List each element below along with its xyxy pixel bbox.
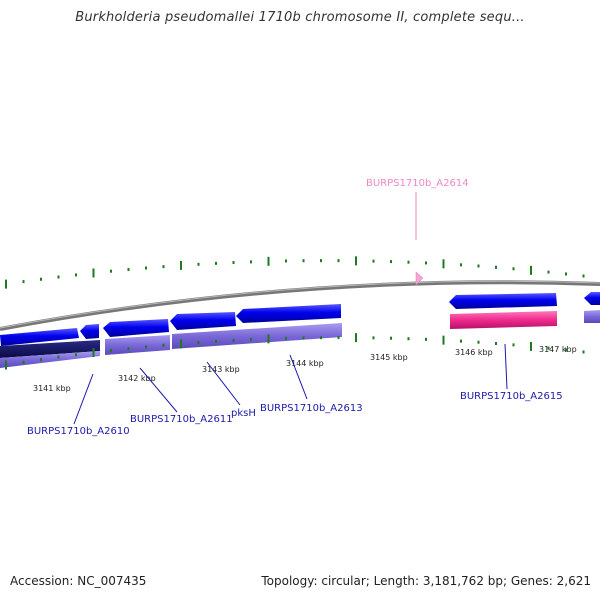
tick-minor (22, 360, 25, 364)
leader-line (73, 373, 94, 425)
tick-minor (232, 261, 235, 265)
axis-label: 3145 kbp (370, 353, 408, 362)
tick-minor (302, 336, 305, 340)
tick-minor (512, 267, 515, 271)
tick-minor (110, 269, 112, 273)
tick-minor (477, 264, 480, 268)
gene-arrow[interactable] (449, 293, 557, 309)
tick-minor (40, 277, 42, 281)
gene-label[interactable]: BURPS1710b_A2611 (130, 414, 233, 425)
cds-bar[interactable] (0, 340, 100, 358)
axis-label: 3142 kbp (118, 374, 156, 383)
cds-bar[interactable] (584, 310, 600, 323)
tick-minor (302, 259, 305, 263)
label-leaders (73, 192, 508, 425)
tick-minor (390, 336, 392, 340)
tick-minor (57, 355, 60, 359)
gene-arrow[interactable] (170, 312, 236, 330)
tick-minor (337, 259, 340, 263)
tick-minor (145, 266, 147, 270)
tick-minor (565, 272, 567, 276)
tick-minor (547, 346, 550, 350)
tick-minor (197, 341, 200, 345)
tick-minor (407, 337, 410, 341)
forward-gene-track (0, 292, 600, 346)
axis-label: 3147 kbp (539, 345, 577, 354)
tick-minor (75, 353, 77, 357)
tick-minor (197, 262, 200, 266)
gene-label[interactable]: BURPS1710b_A2614 (366, 178, 469, 189)
axis-label: 3144 kbp (286, 359, 324, 368)
gene-arrow[interactable] (0, 328, 79, 346)
tick-minor (22, 280, 25, 284)
axis-label: 3143 kbp (202, 365, 240, 374)
gene-marker-triangle[interactable] (415, 271, 424, 286)
tick-minor (110, 349, 112, 353)
gene-arrow[interactable] (584, 292, 600, 305)
chromosome-backbone (0, 280, 600, 331)
cds-bar[interactable] (105, 335, 170, 355)
leader-line (504, 343, 508, 390)
tick-minor (390, 260, 392, 264)
topology-info: Topology: circular; Length: 3,181,762 bp… (261, 574, 591, 588)
tick-minor (512, 343, 515, 347)
accession-text: Accession: NC_007435 (10, 574, 147, 588)
tick-minor (372, 259, 375, 263)
leader-line (206, 361, 241, 406)
tick-minor (460, 263, 462, 267)
gene-label[interactable]: BURPS1710b_A2615 (460, 391, 563, 402)
gene-label[interactable]: BURPS1710b_A2613 (260, 403, 363, 414)
tick-minor (547, 270, 550, 274)
tick-minor (565, 348, 567, 352)
tick-minor (425, 261, 427, 265)
tick-minor (127, 347, 130, 351)
tick-minor (232, 338, 235, 342)
gene-label[interactable]: pksH (231, 408, 256, 419)
highlighted-gene-bar[interactable] (450, 311, 557, 329)
tick-minor (250, 260, 252, 264)
cds-track (0, 310, 600, 368)
tick-minor (285, 336, 287, 340)
tick-minor (127, 268, 130, 272)
tick-minor (495, 265, 497, 269)
tick-minor (75, 273, 77, 277)
tick-minor (162, 265, 165, 269)
tick-minor (582, 274, 585, 278)
tick-minor (460, 339, 462, 343)
map-title: Burkholderia pseudomallei 1710b chromoso… (75, 10, 525, 25)
outer-tick-ring (5, 256, 585, 289)
chromosome-backbone-highlight (0, 280, 600, 329)
tick-minor (495, 341, 497, 345)
axis-label: 3146 kbp (455, 348, 493, 357)
tick-minor (425, 337, 427, 341)
gene-label[interactable]: BURPS1710b_A2610 (27, 426, 130, 437)
tick-minor (320, 259, 322, 263)
axis-label: 3141 kbp (33, 384, 71, 393)
tick-minor (372, 336, 375, 340)
inner-tick-ring (5, 333, 585, 370)
tick-minor (337, 336, 340, 340)
tick-minor (250, 338, 252, 342)
tick-minor (477, 340, 480, 344)
leader-line (289, 354, 308, 400)
tick-minor (215, 261, 217, 265)
tick-minor (320, 336, 322, 340)
gene-arrow[interactable] (80, 324, 99, 339)
tick-minor (57, 275, 60, 279)
tick-minor (40, 358, 42, 362)
leader-line (139, 367, 178, 413)
tick-minor (145, 345, 147, 349)
gene-labels: BURPS1710b_A2610 BURPS1710b_A2611 pksH B… (27, 178, 563, 437)
cds-bar[interactable] (172, 323, 342, 349)
tick-minor (162, 343, 165, 347)
tick-minor (215, 339, 217, 343)
tick-minor (407, 260, 410, 264)
gene-arrow[interactable] (236, 304, 341, 323)
gene-arrow[interactable] (103, 319, 169, 337)
tick-minor (582, 350, 585, 354)
tick-minor (285, 259, 287, 263)
axis-labels: 3141 kbp 3142 kbp 3143 kbp 3144 kbp 3145… (33, 345, 577, 393)
